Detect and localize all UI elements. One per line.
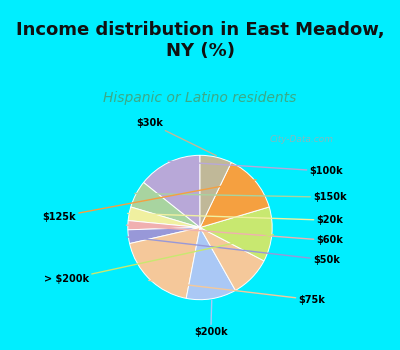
Text: $200k: $200k — [194, 300, 228, 337]
Text: $50k: $50k — [127, 237, 340, 265]
Text: $125k: $125k — [42, 180, 256, 222]
Wedge shape — [128, 228, 200, 244]
Text: $150k: $150k — [135, 192, 347, 202]
Text: Hispanic or Latino residents: Hispanic or Latino residents — [103, 91, 297, 105]
Text: $20k: $20k — [128, 214, 343, 225]
Wedge shape — [128, 220, 200, 230]
Text: Income distribution in East Meadow,
NY (%): Income distribution in East Meadow, NY (… — [16, 21, 384, 60]
Text: $75k: $75k — [149, 280, 325, 305]
Wedge shape — [200, 155, 231, 228]
Wedge shape — [186, 228, 236, 300]
Text: $30k: $30k — [136, 118, 216, 156]
Wedge shape — [144, 155, 200, 228]
Wedge shape — [200, 162, 269, 228]
Wedge shape — [131, 182, 200, 228]
Text: City-Data.com: City-Data.com — [270, 135, 334, 144]
Wedge shape — [130, 228, 200, 298]
Wedge shape — [200, 228, 264, 290]
Text: $60k: $60k — [126, 225, 343, 245]
Wedge shape — [128, 207, 200, 228]
Text: $100k: $100k — [168, 161, 343, 176]
Wedge shape — [200, 207, 272, 261]
Text: > $200k: > $200k — [44, 234, 273, 285]
